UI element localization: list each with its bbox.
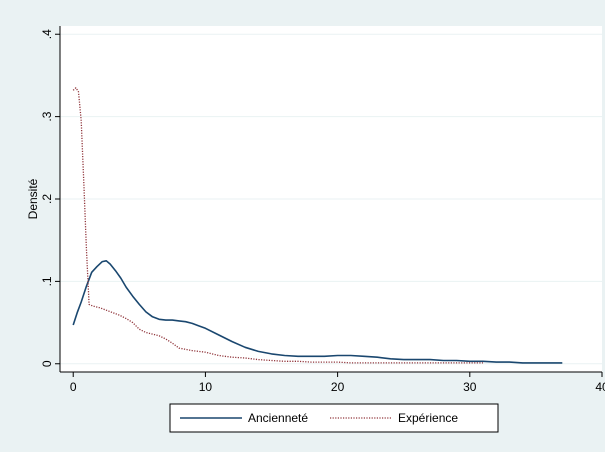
grid-lines xyxy=(60,33,602,365)
y-tick-label: .4 xyxy=(40,29,54,39)
x-tick-label: 0 xyxy=(70,380,77,394)
legend: Ancienneté Expérience xyxy=(169,403,499,433)
x-tick-label: 40 xyxy=(595,380,605,394)
x-tick-label: 30 xyxy=(463,380,477,394)
x-tick-label: 20 xyxy=(331,380,345,394)
y-tick-label: .3 xyxy=(40,111,54,121)
y-tick-label: .2 xyxy=(40,194,54,204)
x-tick-label: 10 xyxy=(199,380,213,394)
series-line-experience xyxy=(72,87,483,364)
legend-label-experience: Expérience xyxy=(398,411,458,425)
y-axis-label: Densité xyxy=(26,178,40,219)
axes: 0 .1 .2 .3 .4 0 10 20 30 40 xyxy=(40,26,605,394)
y-tick-label: 0 xyxy=(40,360,54,367)
y-tick-label: .1 xyxy=(40,276,54,286)
series-lines xyxy=(72,87,563,364)
legend-label-anciennete: Ancienneté xyxy=(248,411,308,425)
series-line-anciennete xyxy=(72,259,563,364)
